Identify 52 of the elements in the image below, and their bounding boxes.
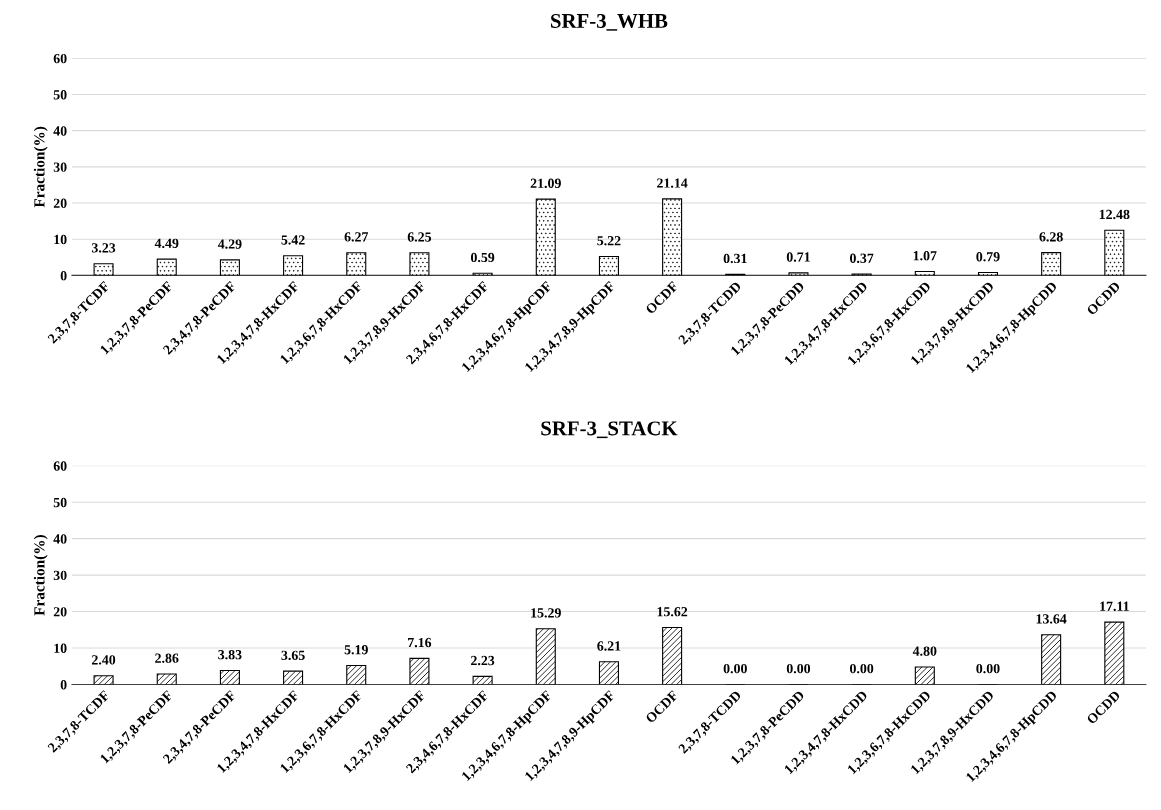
y-tick-label: 10 xyxy=(54,643,67,653)
data-label: 15.62 xyxy=(657,607,688,617)
data-label: 15.29 xyxy=(531,608,561,618)
data-label: 4.29 xyxy=(217,239,242,249)
data-label: 5.42 xyxy=(281,235,305,245)
data-label: 3.65 xyxy=(281,650,305,661)
y-tick-label: 40 xyxy=(53,126,67,136)
data-label: 2.40 xyxy=(92,655,116,665)
data-label: 1.07 xyxy=(913,251,937,261)
data-label: 21.14 xyxy=(657,178,688,188)
data-label: 5.22 xyxy=(597,236,621,246)
data-label: 5.19 xyxy=(344,645,368,655)
data-label: 0.37 xyxy=(850,253,874,263)
data-label: 7.16 xyxy=(408,637,432,648)
y-tick-label: 50 xyxy=(53,497,67,508)
y-axis-title: Fraction(%) xyxy=(33,126,48,208)
y-tick-label: 60 xyxy=(53,461,67,471)
data-label: 6.21 xyxy=(597,641,621,651)
y-axis-title: Fraction(%) xyxy=(33,535,48,616)
y-tick-label: 30 xyxy=(53,570,67,581)
data-label: 0.59 xyxy=(470,252,495,263)
y-tick-label: 0 xyxy=(60,680,67,690)
data-label: 0.71 xyxy=(786,252,810,262)
data-label: 6.27 xyxy=(344,232,369,242)
data-label: 6.28 xyxy=(1039,232,1063,242)
data-label: 0.00 xyxy=(786,663,811,674)
data-label: 0.00 xyxy=(850,663,874,674)
data-label: 2.86 xyxy=(155,653,179,663)
data-label: 2.23 xyxy=(471,655,495,666)
y-tick-label: 30 xyxy=(53,162,67,172)
data-label: 17.11 xyxy=(1100,601,1129,611)
y-tick-label: 40 xyxy=(53,534,67,544)
chart-title: SRF-3_WHB xyxy=(551,13,668,31)
data-label: 13.64 xyxy=(1036,614,1067,624)
data-label: 0.00 xyxy=(976,663,1000,674)
y-tick-label: 0 xyxy=(60,270,67,281)
data-label: 3.23 xyxy=(91,243,116,253)
data-label: 3.83 xyxy=(218,649,242,660)
data-label: 0.31 xyxy=(723,253,747,264)
y-tick-label: 60 xyxy=(53,53,67,64)
data-label: 12.48 xyxy=(1099,209,1130,220)
y-tick-label: 20 xyxy=(53,607,67,617)
data-label: 0.79 xyxy=(976,252,1000,262)
y-tick-label: 10 xyxy=(54,234,67,245)
data-label: 0.00 xyxy=(723,663,747,674)
chart-title: SRF-3_STACK xyxy=(541,421,678,439)
y-tick-label: 20 xyxy=(53,198,67,208)
data-label: 4.80 xyxy=(912,646,937,656)
data-label: 6.25 xyxy=(407,232,432,242)
data-label: 21.09 xyxy=(530,178,561,188)
y-tick-label: 50 xyxy=(53,90,67,100)
data-label: 4.49 xyxy=(154,238,179,249)
